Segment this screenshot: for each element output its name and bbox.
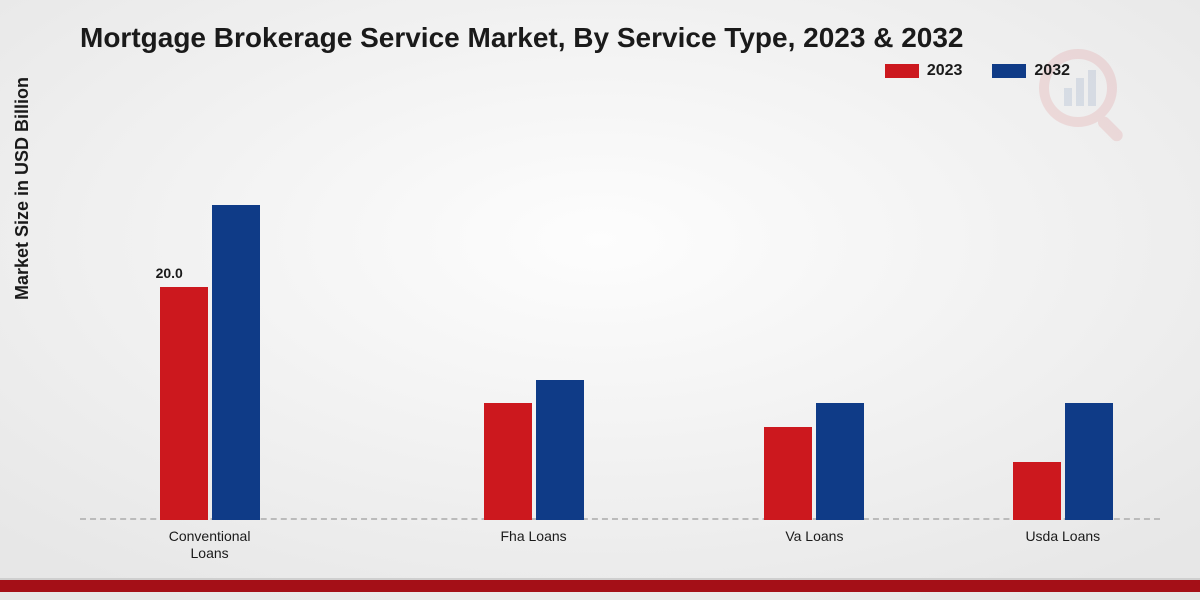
plot-area: 20.0 (80, 100, 1160, 520)
x-label-conventional: ConventionalLoans (130, 528, 290, 562)
bar-group-conventional: 20.0 (110, 205, 310, 520)
footer-accent-bar (0, 580, 1200, 592)
legend: 2023 2032 (885, 62, 1070, 80)
bar-group-fha (434, 380, 634, 520)
bar-fha-2023 (484, 403, 532, 520)
x-label-fha: Fha Loans (454, 528, 614, 545)
x-label-va: Va Loans (734, 528, 894, 545)
legend-item-2032: 2032 (992, 62, 1070, 80)
legend-swatch-2032 (992, 64, 1026, 78)
chart-container: Mortgage Brokerage Service Market, By Se… (0, 0, 1200, 600)
legend-label-2032: 2032 (1034, 62, 1070, 80)
legend-swatch-2023 (885, 64, 919, 78)
bar-group-va (714, 403, 914, 520)
x-label-usda: Usda Loans (983, 528, 1143, 545)
bar-conventional-2032 (212, 205, 260, 520)
bar-value-label-conventional-2023: 20.0 (156, 265, 183, 281)
bar-va-2032 (816, 403, 864, 520)
bar-fha-2032 (536, 380, 584, 520)
bar-usda-2032 (1065, 403, 1113, 520)
bar-conventional-2023 (160, 287, 208, 520)
legend-item-2023: 2023 (885, 62, 963, 80)
bar-usda-2023 (1013, 462, 1061, 520)
chart-title: Mortgage Brokerage Service Market, By Se… (80, 22, 964, 54)
bar-va-2023 (764, 427, 812, 520)
legend-label-2023: 2023 (927, 62, 963, 80)
bar-group-usda (963, 403, 1163, 520)
y-axis-label: Market Size in USD Billion (12, 77, 33, 300)
